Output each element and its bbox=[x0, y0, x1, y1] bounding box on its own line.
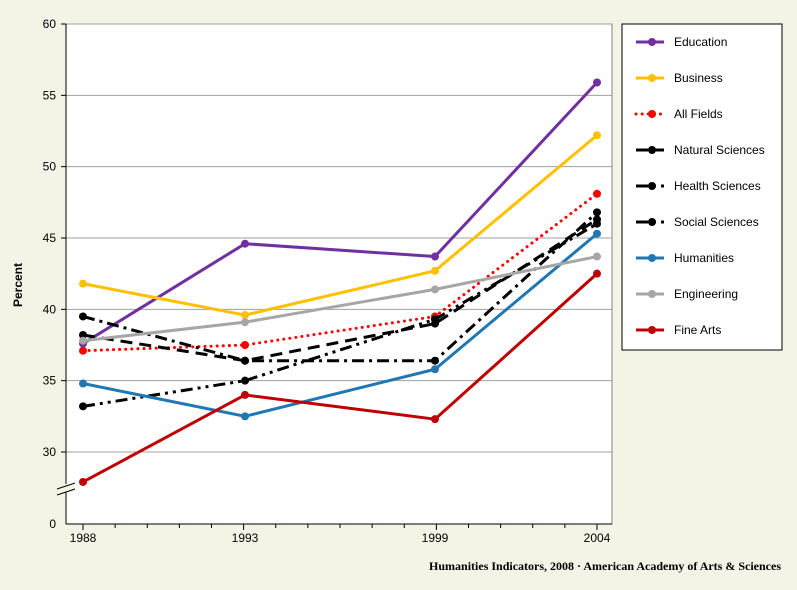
data-point bbox=[241, 311, 249, 320]
series-business bbox=[79, 131, 601, 320]
data-point bbox=[79, 336, 87, 345]
legend-swatch-marker bbox=[648, 326, 656, 334]
axis-break-gap bbox=[58, 484, 74, 492]
data-point bbox=[431, 252, 439, 261]
data-point bbox=[593, 131, 601, 140]
legend-item: Engineering bbox=[636, 287, 738, 301]
data-point bbox=[431, 266, 439, 275]
source-credit: Humanities Indicators, 2008 · American A… bbox=[429, 559, 781, 573]
legend-swatch-marker bbox=[648, 290, 656, 298]
axis-break-mark bbox=[56, 482, 76, 490]
legend-swatch-marker bbox=[648, 182, 656, 190]
y-tick-label: 35 bbox=[43, 374, 57, 388]
data-point bbox=[593, 208, 601, 217]
legend-item: Social Sciences bbox=[636, 215, 759, 229]
gridlines bbox=[66, 23, 612, 453]
y-tick-labels: 30 35 40 45 50 55 60 0 bbox=[43, 17, 57, 531]
series-line bbox=[82, 211, 599, 363]
x-tick-label: 1993 bbox=[232, 531, 259, 545]
data-point bbox=[593, 219, 601, 228]
series-line bbox=[82, 272, 599, 484]
legend-swatch-marker bbox=[648, 38, 656, 46]
data-point bbox=[431, 356, 439, 365]
series-line bbox=[82, 255, 598, 343]
series-engineering bbox=[79, 252, 601, 345]
legend-label: Natural Sciences bbox=[674, 143, 765, 157]
x-tick-label: 1999 bbox=[422, 531, 449, 545]
legend-item: Humanities bbox=[636, 251, 734, 265]
legend-item: All Fields bbox=[634, 107, 723, 121]
legend-swatch-marker bbox=[648, 146, 656, 154]
legend-label: Fine Arts bbox=[674, 323, 721, 337]
legend-swatch-marker bbox=[648, 110, 656, 118]
series-line bbox=[82, 81, 599, 345]
data-point bbox=[241, 318, 249, 327]
series-humanities bbox=[79, 229, 601, 421]
data-point bbox=[241, 412, 249, 421]
data-point bbox=[593, 78, 601, 87]
data-point bbox=[241, 239, 249, 248]
data-point bbox=[79, 346, 87, 355]
legend-item: Business bbox=[636, 71, 723, 85]
legend-item: Education bbox=[636, 35, 727, 49]
data-point bbox=[241, 356, 249, 365]
series-social-sciences bbox=[79, 219, 601, 411]
x-tick-label: 2004 bbox=[584, 531, 611, 545]
legend-item: Health Sciences bbox=[636, 179, 761, 193]
data-point bbox=[593, 252, 601, 261]
data-point bbox=[241, 376, 249, 385]
y-tick-label: 55 bbox=[43, 88, 57, 102]
data-point bbox=[431, 285, 439, 294]
legend-item: Fine Arts bbox=[636, 323, 721, 337]
series-health-sciences bbox=[79, 208, 601, 365]
data-point bbox=[593, 189, 601, 198]
legend-label: Social Sciences bbox=[674, 215, 759, 229]
series-line bbox=[82, 232, 598, 418]
data-point bbox=[431, 365, 439, 374]
data-point bbox=[79, 279, 87, 288]
data-point bbox=[79, 312, 87, 321]
data-point bbox=[593, 269, 601, 278]
y-tick-label: 40 bbox=[43, 302, 57, 316]
axis-break-mark bbox=[56, 488, 76, 496]
legend-label: Humanities bbox=[674, 251, 734, 265]
legend-item: Natural Sciences bbox=[636, 143, 765, 157]
data-point bbox=[79, 402, 87, 411]
legend-swatch-marker bbox=[648, 254, 656, 262]
y-tick-label: 50 bbox=[43, 160, 57, 174]
y-tick-label: 45 bbox=[43, 231, 57, 245]
y-tick-label: 30 bbox=[43, 445, 57, 459]
series-lines bbox=[79, 78, 601, 486]
series-fine-arts bbox=[79, 269, 601, 486]
y-tick-label: 60 bbox=[43, 17, 57, 31]
data-point bbox=[79, 331, 87, 340]
data-point bbox=[593, 229, 601, 238]
legend-label: All Fields bbox=[674, 107, 723, 121]
legend-label: Education bbox=[674, 35, 727, 49]
data-point bbox=[431, 415, 439, 424]
axes bbox=[56, 23, 612, 530]
legend-label: Health Sciences bbox=[674, 179, 761, 193]
x-tick-label: 1988 bbox=[70, 531, 97, 545]
data-point bbox=[79, 379, 87, 388]
series-line bbox=[82, 134, 598, 317]
series-line bbox=[82, 218, 598, 363]
legend: Education Business All Fields Natural Scien… bbox=[634, 35, 765, 337]
legend-label: Engineering bbox=[674, 287, 738, 301]
legend-label: Business bbox=[674, 71, 723, 85]
legend-swatch-marker bbox=[648, 74, 656, 82]
legend-swatch-marker bbox=[648, 218, 656, 226]
x-tick-labels: 1988 1993 1999 2004 bbox=[70, 531, 611, 545]
y-tick-label-origin: 0 bbox=[49, 517, 56, 531]
data-point bbox=[79, 477, 87, 486]
data-point bbox=[241, 390, 249, 399]
data-point bbox=[241, 341, 249, 349]
y-axis-title: Percent bbox=[11, 263, 25, 307]
data-point bbox=[431, 315, 439, 324]
